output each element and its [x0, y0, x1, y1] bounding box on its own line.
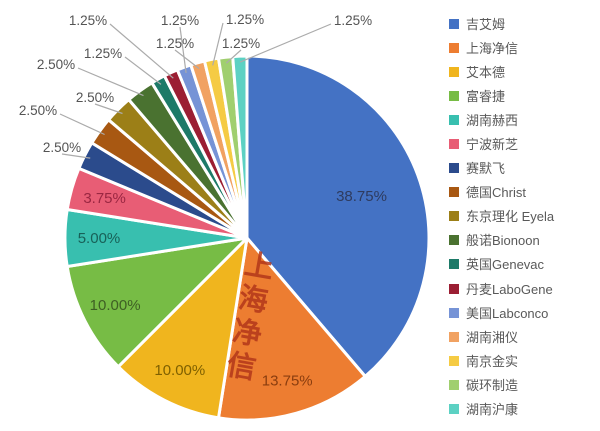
- legend-label: 美国Labconco: [466, 305, 549, 321]
- legend-item[interactable]: 湖南赫西: [449, 107, 599, 131]
- legend-label: 湖南赫西: [466, 112, 519, 128]
- slice-percentage-label: 38.75%: [336, 188, 387, 205]
- leader-line: [225, 49, 242, 64]
- legend-item[interactable]: 上海净信: [449, 35, 599, 59]
- legend-label: 吉艾姆: [466, 16, 506, 32]
- slice-percentage-label: 10.00%: [154, 362, 205, 379]
- legend-swatch-icon: [449, 66, 459, 77]
- legend-swatch-icon: [449, 211, 459, 222]
- slice-percentage-label: 3.75%: [83, 190, 126, 207]
- legend-label: 丹麦LaboGene: [466, 281, 553, 297]
- legend-swatch-icon: [449, 235, 459, 246]
- leader-line: [61, 153, 91, 159]
- leader-line: [239, 23, 332, 63]
- slice-percentage-label: 1.25%: [334, 13, 372, 28]
- legend-item[interactable]: 湖南沪康: [449, 397, 599, 421]
- legend-swatch-icon: [449, 331, 459, 342]
- slice-percentage-label: 1.25%: [84, 46, 122, 61]
- legend-item[interactable]: 吉艾姆: [449, 11, 599, 35]
- legend: 吉艾姆上海净信艾本德富睿捷湖南赫西宁波新芝赛默飞德国Christ 东京理化 Eye…: [449, 11, 599, 421]
- slice-percentage-label: 1.25%: [161, 13, 199, 28]
- legend-label: 上海净信: [466, 40, 519, 56]
- legend-label: 湖南湘仪: [466, 329, 519, 345]
- legend-swatch-icon: [449, 307, 459, 318]
- slice-percentage-label: 2.50%: [76, 90, 114, 105]
- leader-line: [109, 23, 174, 79]
- legend-label: 赛默飞: [466, 161, 506, 177]
- slice-percentage-label: 2.50%: [43, 140, 81, 155]
- legend-label: 宁波新芝: [466, 137, 519, 153]
- legend-label: 湖南沪康: [466, 402, 519, 418]
- leader-line: [59, 113, 105, 136]
- legend-swatch-icon: [449, 355, 459, 366]
- legend-item[interactable]: 美国Labconco: [449, 300, 599, 324]
- legend-label: 碳环制造: [466, 377, 519, 393]
- pie-slice[interactable]: [231, 54, 249, 240]
- slice-percentage-label: 13.75%: [262, 372, 313, 389]
- legend-swatch-icon: [449, 114, 459, 125]
- legend-label: 英国Genevac: [466, 257, 545, 273]
- legend-item[interactable]: 德国Christ: [449, 180, 599, 204]
- legend-item[interactable]: 宁波新芝: [449, 131, 599, 155]
- slice-percentage-label: 5.00%: [78, 230, 121, 247]
- pie-slice[interactable]: [65, 236, 249, 369]
- legend-swatch-icon: [449, 90, 459, 101]
- legend-item[interactable]: 赛默飞: [449, 156, 599, 180]
- legend-item[interactable]: 丹麦LaboGene: [449, 276, 599, 300]
- legend-swatch-icon: [449, 139, 459, 150]
- slice-percentage-label: 10.00%: [90, 297, 141, 314]
- legend-swatch-icon: [449, 379, 459, 390]
- slice-percentage-label: 1.25%: [222, 36, 260, 51]
- legend-item[interactable]: 艾本德: [449, 59, 599, 83]
- leader-line: [124, 56, 162, 85]
- slice-percentage-label: 1.25%: [156, 36, 194, 51]
- legend-swatch-icon: [449, 187, 459, 198]
- legend-label: 般诺Bionoon: [466, 233, 540, 249]
- leader-line: [212, 22, 224, 66]
- legend-swatch-icon: [449, 259, 459, 270]
- legend-item[interactable]: 湖南湘仪: [449, 324, 599, 348]
- slice-percentage-label: 2.50%: [37, 57, 75, 72]
- slice-percentage-label: 2.50%: [19, 103, 57, 118]
- legend-label: 艾本德: [466, 64, 506, 80]
- legend-swatch-icon: [449, 283, 459, 294]
- legend-item[interactable]: 英国Genevac: [449, 252, 599, 276]
- pie-slice[interactable]: [217, 236, 367, 422]
- leader-line: [174, 49, 200, 70]
- leader-line: [179, 26, 187, 73]
- legend-label: 南京金实: [466, 353, 519, 369]
- leader-line: [94, 103, 123, 115]
- legend-label: 富睿捷: [466, 88, 506, 104]
- leader-line: [77, 67, 144, 97]
- legend-label: 德国Christ: [466, 185, 526, 201]
- legend-swatch-icon: [449, 42, 459, 53]
- slice-percentage-label: 1.25%: [69, 13, 107, 28]
- legend-swatch-icon: [449, 18, 459, 29]
- pie-slice[interactable]: [245, 54, 431, 378]
- legend-item[interactable]: 碳环制造: [449, 372, 599, 396]
- legend-swatch-icon: [449, 404, 459, 415]
- legend-label: 东京理化 Eyela: [466, 209, 555, 225]
- slice-percentage-label: 1.25%: [226, 12, 264, 27]
- legend-item[interactable]: 富睿捷: [449, 83, 599, 107]
- legend-swatch-icon: [449, 163, 459, 174]
- legend-item[interactable]: 般诺Bionoon: [449, 228, 599, 252]
- legend-item[interactable]: 东京理化 Eyela: [449, 204, 599, 228]
- legend-item[interactable]: 南京金实: [449, 348, 599, 372]
- pie-slice[interactable]: [116, 236, 249, 420]
